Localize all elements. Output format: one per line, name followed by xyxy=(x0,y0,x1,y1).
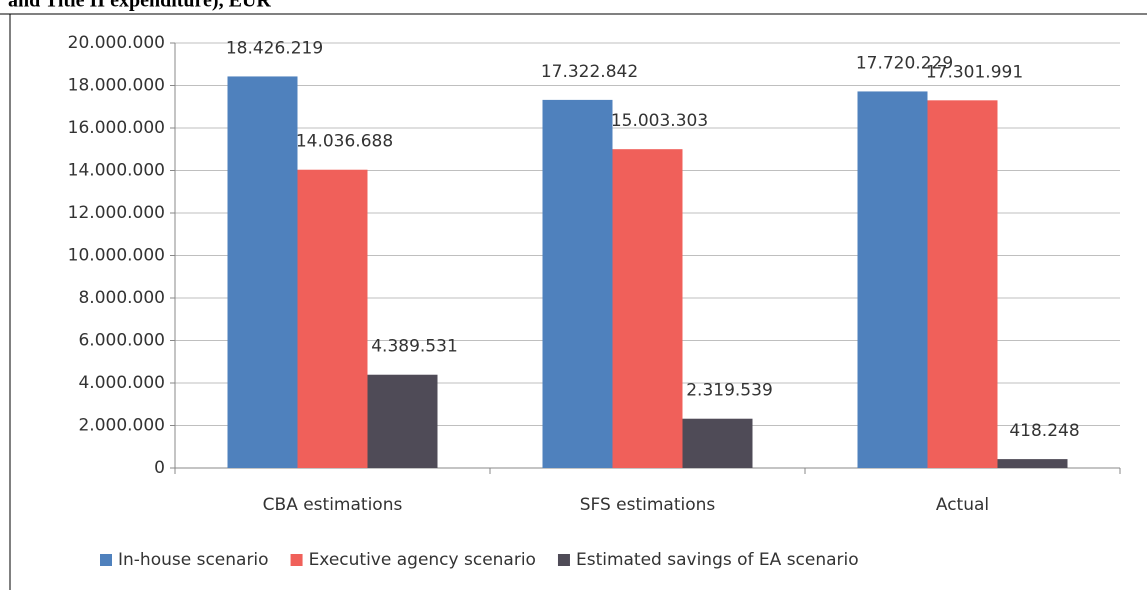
value-label: 15.003.303 xyxy=(611,111,708,131)
value-label: 2.319.539 xyxy=(686,381,773,401)
chart-title: and Title II expenditure), EUR xyxy=(8,0,271,12)
x-tick-label: SFS estimations xyxy=(580,495,716,515)
y-tick-label: 0 xyxy=(154,458,165,478)
x-tick-label: Actual xyxy=(936,495,989,515)
value-label: 18.426.219 xyxy=(226,38,323,58)
bar xyxy=(927,100,998,468)
y-tick-label: 6.000.000 xyxy=(78,331,165,351)
y-tick-label: 12.000.000 xyxy=(68,203,165,223)
y-tick-label: 4.000.000 xyxy=(78,373,165,393)
legend-swatch xyxy=(557,554,570,566)
value-label: 17.322.842 xyxy=(541,62,638,82)
y-tick-label: 14.000.000 xyxy=(68,161,165,181)
value-label: 17.720.229 xyxy=(856,53,953,73)
bar xyxy=(612,149,683,468)
value-label: 14.036.688 xyxy=(296,132,393,152)
bar xyxy=(367,374,438,468)
y-tick-label: 8.000.000 xyxy=(78,288,165,308)
legend-swatch xyxy=(290,554,303,566)
legend-label: Estimated savings of EA scenario xyxy=(576,550,859,570)
bar xyxy=(857,91,928,469)
x-tick-label: CBA estimations xyxy=(263,495,403,515)
bar xyxy=(227,76,298,469)
bar xyxy=(297,169,368,468)
legend-swatch xyxy=(100,554,112,566)
value-label: 418.248 xyxy=(1009,421,1079,441)
y-tick-label: 20.000.000 xyxy=(68,33,165,53)
bar xyxy=(542,99,613,468)
legend-label: In-house scenario xyxy=(118,550,269,570)
legend-label: Executive agency scenario xyxy=(309,550,536,570)
value-label: 4.389.531 xyxy=(371,337,458,357)
bar xyxy=(997,459,1068,468)
value-label: 17.301.991 xyxy=(926,62,1023,82)
bar xyxy=(682,418,753,468)
y-tick-label: 2.000.000 xyxy=(78,416,165,436)
y-tick-label: 16.000.000 xyxy=(68,118,165,138)
y-tick-label: 10.000.000 xyxy=(68,246,165,266)
y-tick-label: 18.000.000 xyxy=(68,76,165,96)
